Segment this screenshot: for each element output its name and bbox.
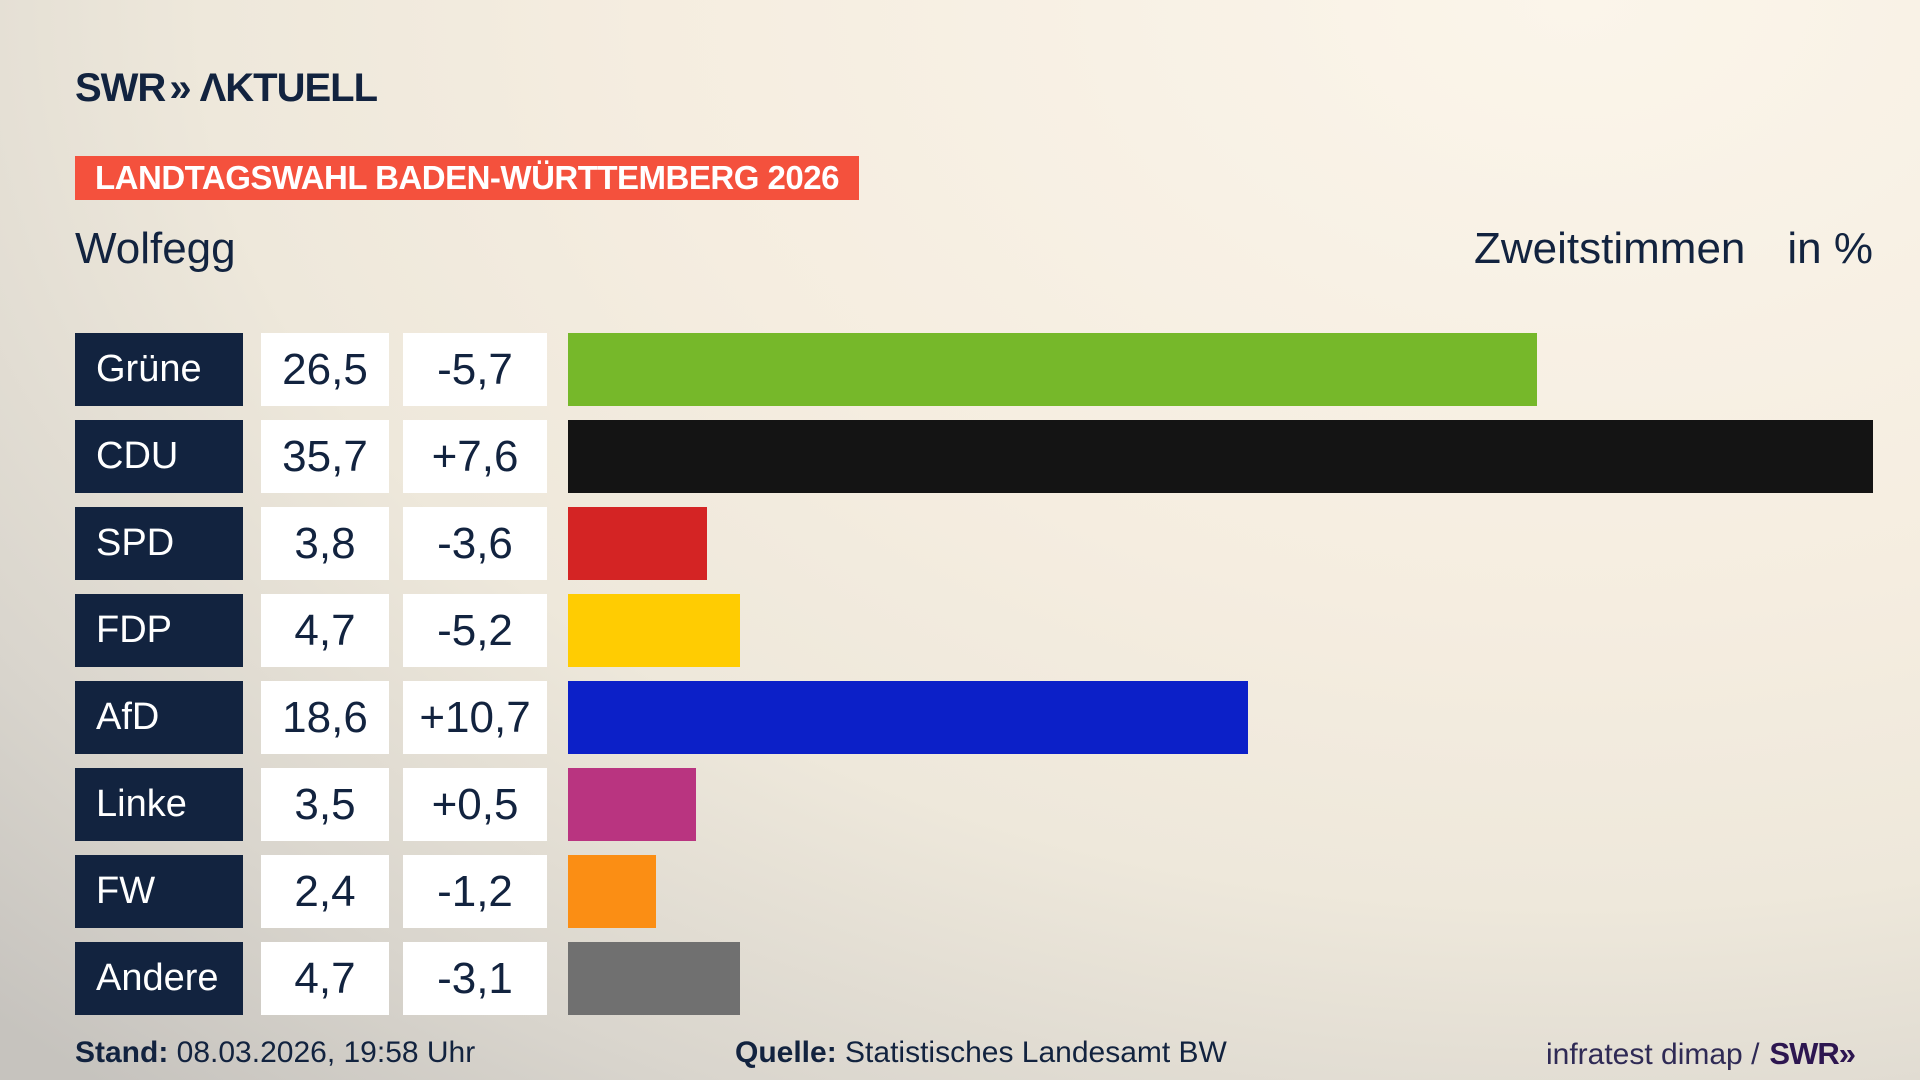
municipality-title: Wolfegg: [75, 224, 236, 273]
value-cell: 4,7: [261, 942, 389, 1015]
aktuell-wordmark: ΛKTUELL: [199, 66, 378, 110]
party-row: FW 2,4 -1,2: [75, 855, 1873, 928]
party-label-cell: SPD: [75, 507, 243, 580]
bar-track: [568, 420, 1873, 493]
measure-title: Zweitstimmen in %: [1474, 224, 1873, 274]
party-label-cell: Grüne: [75, 333, 243, 406]
party-label-cell: FDP: [75, 594, 243, 667]
quelle-label: Quelle:: [735, 1036, 837, 1069]
value-cell: 35,7: [261, 420, 389, 493]
change-cell: -5,7: [403, 333, 547, 406]
stand-label: Stand:: [75, 1036, 169, 1069]
bar-track: [568, 507, 1873, 580]
party-row: SPD 3,8 -3,6: [75, 507, 1873, 580]
change-cell: -1,2: [403, 855, 547, 928]
value-cell: 4,7: [261, 594, 389, 667]
result-bar: [568, 855, 656, 928]
party-label-cell: CDU: [75, 420, 243, 493]
stand-value: 08.03.2026, 19:58 Uhr: [176, 1036, 476, 1069]
value-cell: 18,6: [261, 681, 389, 754]
party-row: AfD 18,6 +10,7: [75, 681, 1873, 754]
change-cell: -5,2: [403, 594, 547, 667]
result-bar: [568, 420, 1873, 493]
value-cell: 26,5: [261, 333, 389, 406]
title-row: Wolfegg Zweitstimmen in %: [75, 218, 1873, 274]
results-bar-chart: Grüne 26,5 -5,7 CDU 35,7 +7,6 SPD 3,8 -3,6 FDP 4,7…: [75, 333, 1873, 1015]
quelle-value: Statistisches Landesamt BW: [845, 1036, 1227, 1069]
change-cell: +7,6: [403, 420, 547, 493]
status-timestamp: Stand: 08.03.2026, 19:58 Uhr: [75, 1036, 475, 1070]
footer: Stand: 08.03.2026, 19:58 Uhr Quelle: Sta…: [0, 1036, 1920, 1076]
bar-track: [568, 333, 1873, 406]
credit-text: infratest dimap /: [1545, 1038, 1760, 1071]
swr-mini-logo: SWR»: [1769, 1036, 1856, 1071]
result-bar: [568, 333, 1537, 406]
bar-track: [568, 768, 1873, 841]
change-cell: -3,1: [403, 942, 547, 1015]
bar-track: [568, 681, 1873, 754]
party-row: Grüne 26,5 -5,7: [75, 333, 1873, 406]
party-label-cell: Linke: [75, 768, 243, 841]
measure-label: Zweitstimmen: [1474, 224, 1746, 273]
value-cell: 3,8: [261, 507, 389, 580]
swr-wordmark: SWR: [75, 66, 166, 110]
bar-track: [568, 855, 1873, 928]
double-chevron-icon: »: [169, 66, 191, 110]
party-label-cell: Andere: [75, 942, 243, 1015]
party-label-cell: FW: [75, 855, 243, 928]
result-bar: [568, 594, 740, 667]
election-banner: LANDTAGSWAHL BADEN-WÜRTTEMBERG 2026: [75, 156, 859, 200]
result-bar: [568, 507, 707, 580]
credit-note: infratest dimap / SWR»: [1545, 1036, 1856, 1072]
measure-unit: in %: [1787, 224, 1873, 273]
party-row: CDU 35,7 +7,6: [75, 420, 1873, 493]
bar-track: [568, 594, 1873, 667]
party-label-cell: AfD: [75, 681, 243, 754]
change-cell: +0,5: [403, 768, 547, 841]
party-row: Andere 4,7 -3,1: [75, 942, 1873, 1015]
swr-aktuell-logo: SWR» ΛKTUELL: [75, 66, 378, 111]
result-bar: [568, 942, 740, 1015]
party-row: FDP 4,7 -5,2: [75, 594, 1873, 667]
value-cell: 3,5: [261, 768, 389, 841]
result-bar: [568, 681, 1248, 754]
source-note: Quelle: Statistisches Landesamt BW: [735, 1036, 1227, 1070]
result-bar: [568, 768, 696, 841]
bar-track: [568, 942, 1873, 1015]
value-cell: 2,4: [261, 855, 389, 928]
party-row: Linke 3,5 +0,5: [75, 768, 1873, 841]
change-cell: +10,7: [403, 681, 547, 754]
change-cell: -3,6: [403, 507, 547, 580]
